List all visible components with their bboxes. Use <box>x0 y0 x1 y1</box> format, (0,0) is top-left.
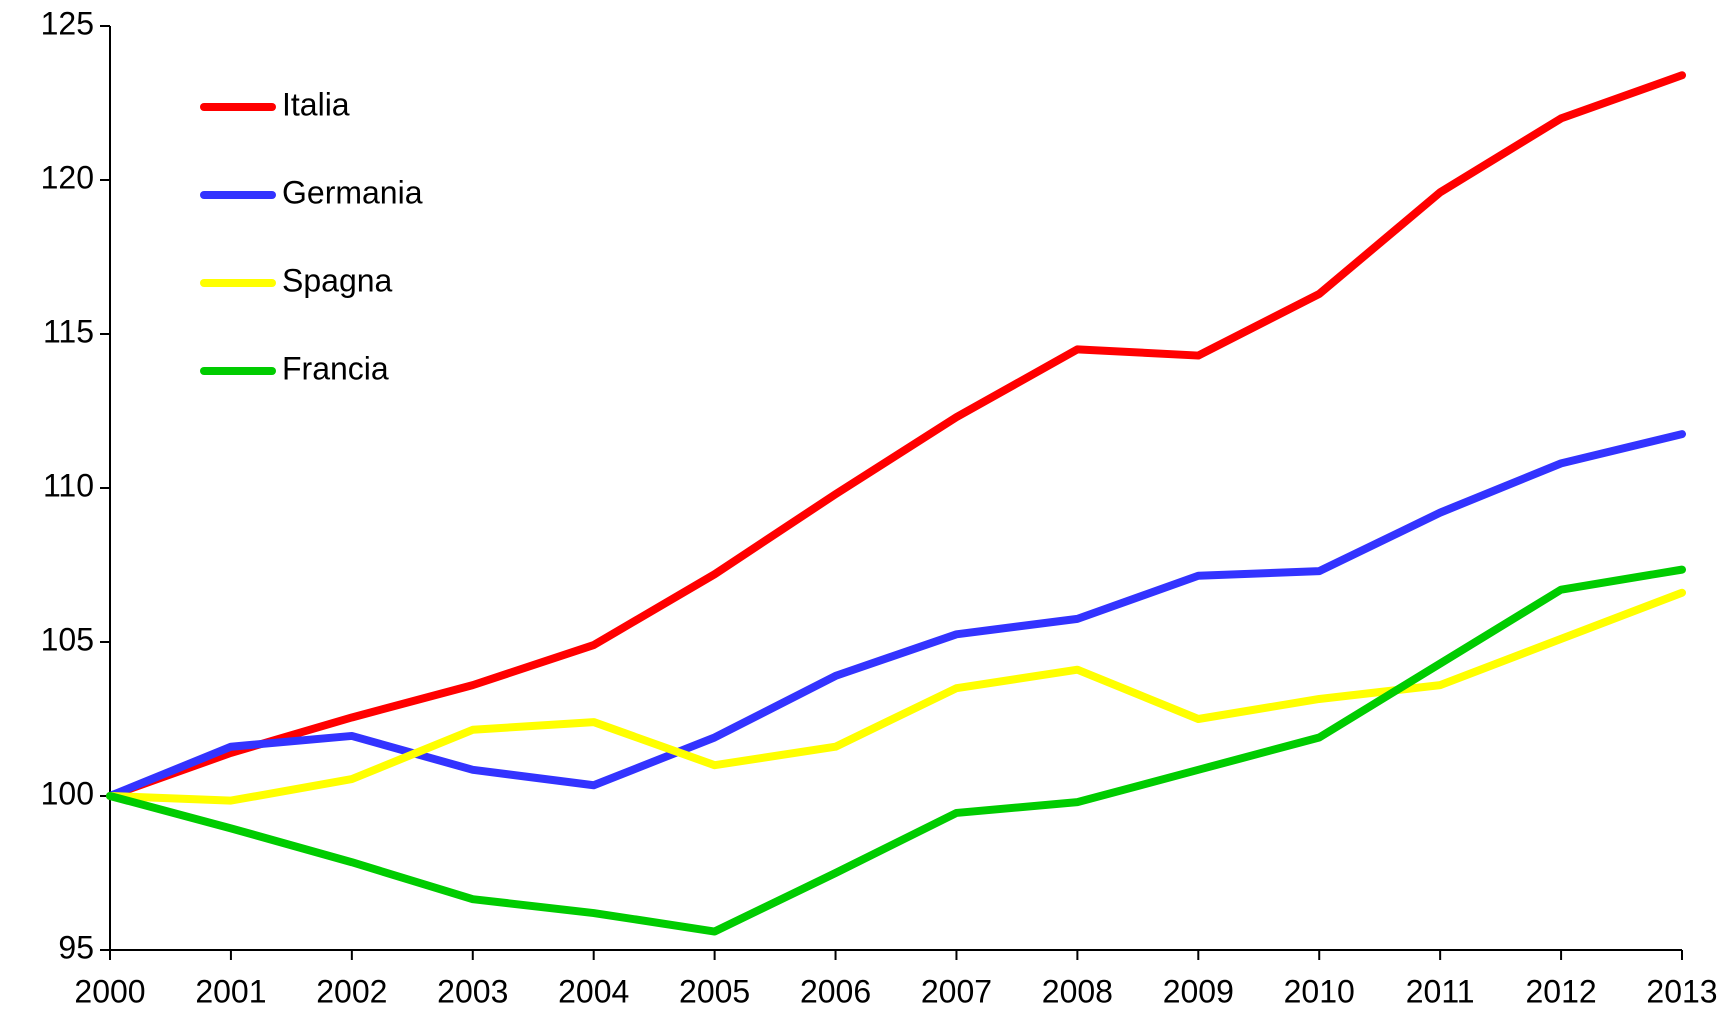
x-tick-label: 2004 <box>558 973 629 1009</box>
series-line <box>106 71 1686 800</box>
series-line <box>106 565 1686 936</box>
y-tick-label: 115 <box>43 313 94 349</box>
legend-label: Spagna <box>282 262 393 298</box>
series-line <box>106 430 1686 800</box>
x-tick-label: 2008 <box>1042 973 1113 1009</box>
legend-label: Italia <box>282 86 350 122</box>
x-tick-label: 2013 <box>1646 973 1717 1009</box>
y-tick-label: 95 <box>58 929 94 965</box>
y-tick-label: 105 <box>41 621 94 657</box>
x-tick-label: 2012 <box>1525 973 1596 1009</box>
series-line <box>106 588 1686 805</box>
x-tick-label: 2002 <box>316 973 387 1009</box>
x-tick-label: 2007 <box>921 973 992 1009</box>
y-tick-label: 100 <box>41 775 94 811</box>
x-tick-label: 2011 <box>1406 973 1475 1009</box>
y-tick-label: 125 <box>41 5 94 41</box>
legend-label: Germania <box>282 174 423 210</box>
x-tick-label: 2003 <box>437 973 508 1009</box>
x-tick-label: 2006 <box>800 973 871 1009</box>
y-tick-label: 110 <box>43 467 94 503</box>
y-tick-label: 120 <box>41 159 94 195</box>
x-tick-label: 2010 <box>1284 973 1355 1009</box>
x-tick-label: 2001 <box>195 973 266 1009</box>
x-tick-label: 2009 <box>1163 973 1234 1009</box>
x-tick-label: 2000 <box>74 973 145 1009</box>
x-tick-label: 2005 <box>679 973 750 1009</box>
legend-label: Francia <box>282 350 389 386</box>
